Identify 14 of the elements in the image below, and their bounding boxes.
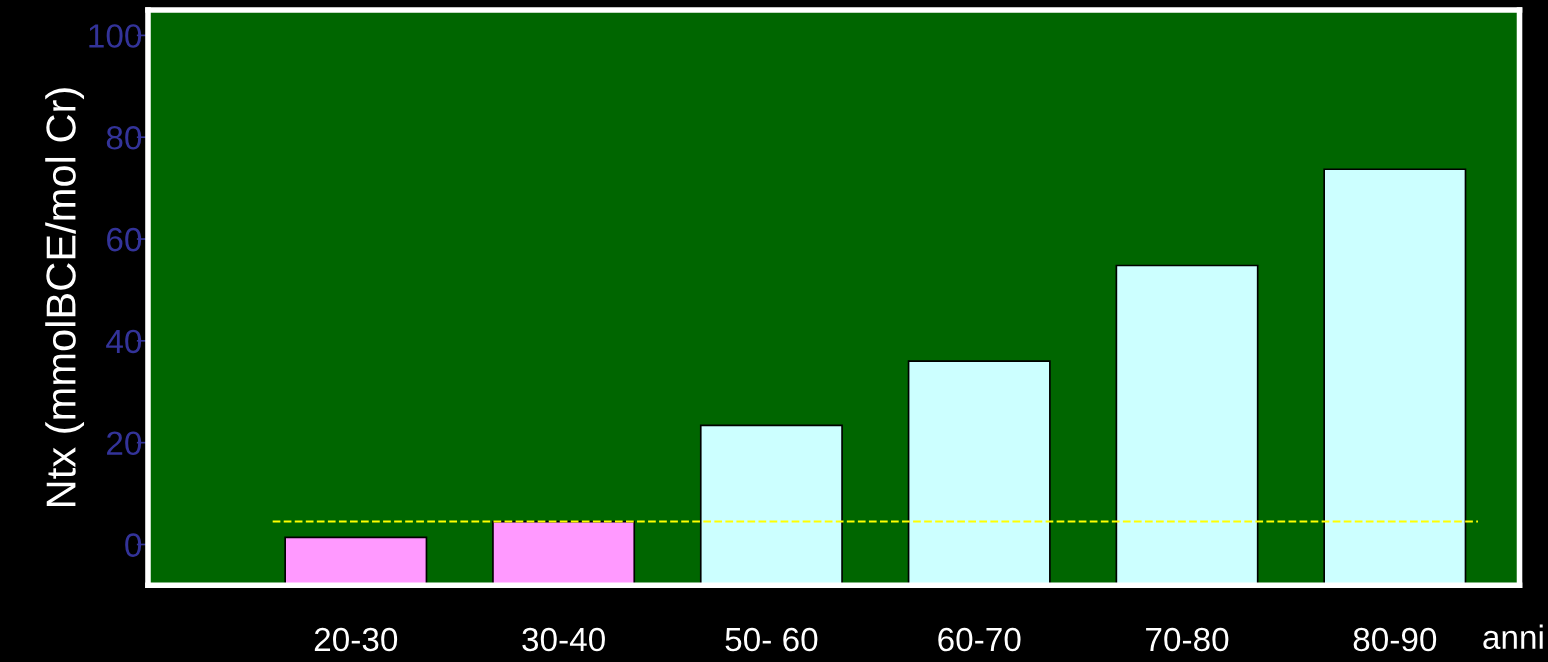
x-tick-label: 70-80 xyxy=(1146,627,1229,652)
y-tick-label: 20 xyxy=(107,431,142,456)
x-tick-label: 60-70 xyxy=(938,627,1021,652)
y-tick-label: 40 xyxy=(106,329,142,354)
y-tick-label: 80 xyxy=(106,126,142,150)
x-tick-label: 30-40 xyxy=(522,627,605,652)
x-tick-label: 50- 60 xyxy=(725,627,818,652)
x-tick-label: 20-30 xyxy=(314,627,398,652)
x-axis-title: anni xyxy=(1483,624,1543,650)
y-tick-label: 60 xyxy=(107,227,142,252)
y-axis-title: Ntx (mmolBCE/mol Cr) xyxy=(45,88,85,506)
x-tick-label: 80-90 xyxy=(1353,627,1437,652)
y-tick-label: 0 xyxy=(125,533,142,557)
y-tick-label: 100 xyxy=(89,24,142,48)
